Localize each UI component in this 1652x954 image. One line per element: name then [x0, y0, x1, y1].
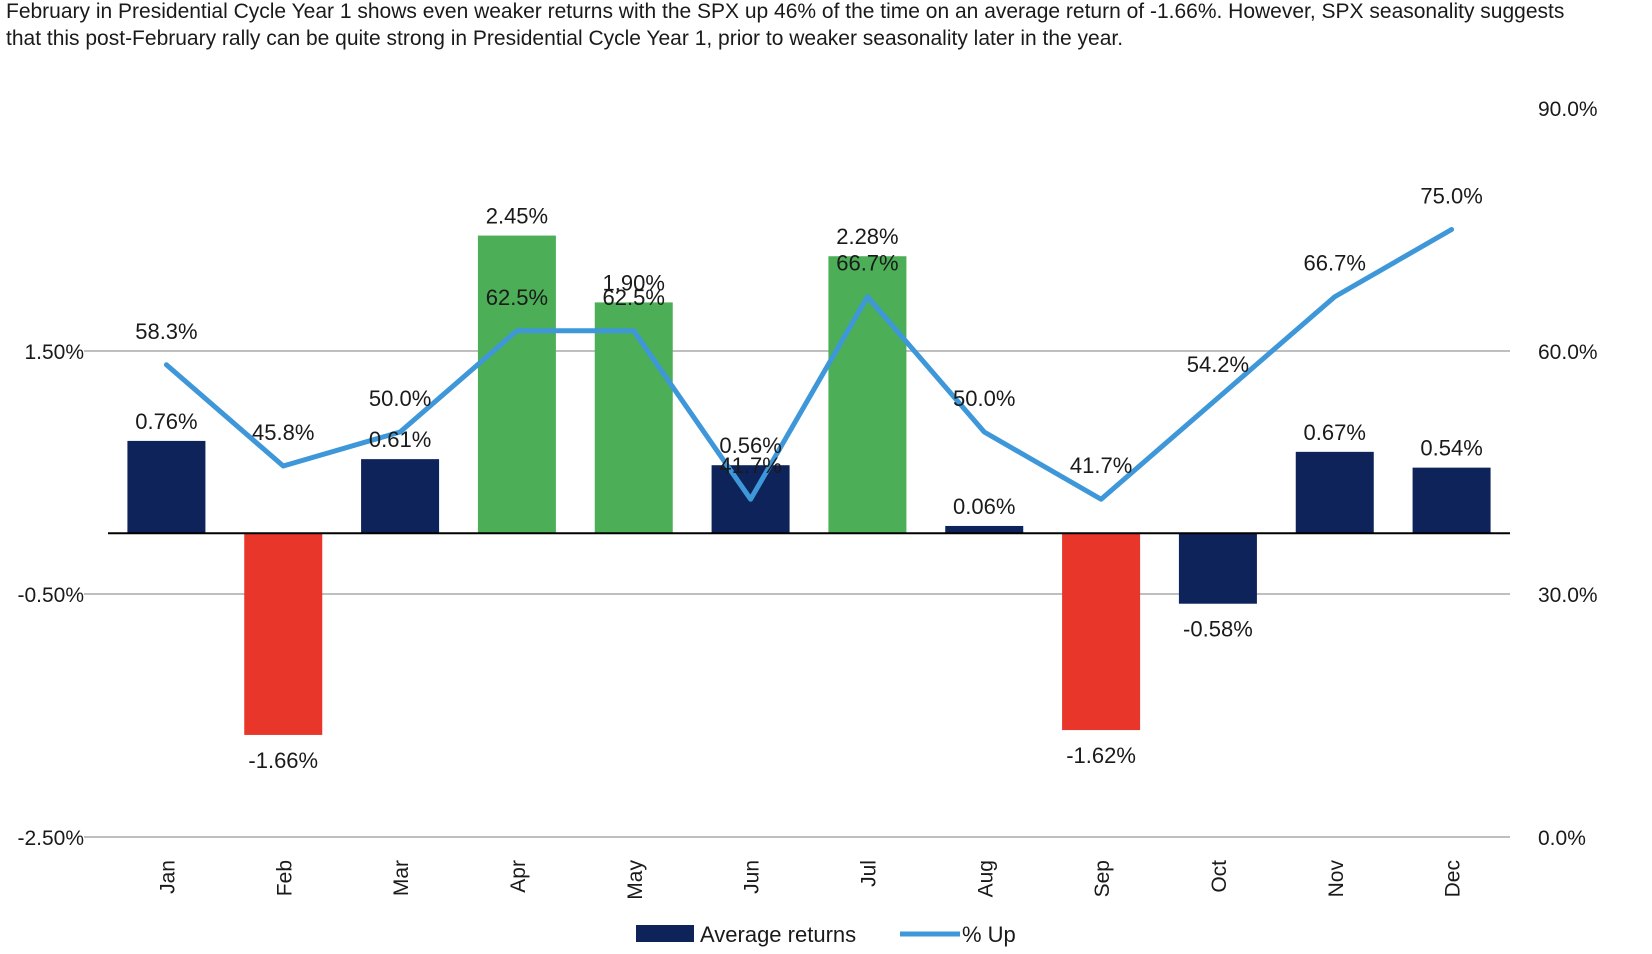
bar-label-aug: 0.06%	[953, 494, 1015, 519]
line-data-labels: 58.3% 45.8% 50.0% 62.5% 62.5% 41.7% 66.7% 50.0%…	[135, 184, 1483, 479]
bar-label-oct: -0.58%	[1183, 617, 1253, 642]
bar-label-jun: 0.56%	[719, 433, 781, 458]
bar-data-labels: 0.76% -1.66% 0.61% 2.45% 1.90% 0.56% 2.28% 0.06…	[135, 204, 1483, 773]
legend-swatch-average-returns	[636, 925, 694, 942]
legend: Average returns % Up	[636, 922, 1016, 947]
right-tick-label-1: 30.0%	[1538, 584, 1598, 607]
x-tick-label-feb: Feb	[273, 860, 296, 896]
caption-line-2: that this post-February rally can be qui…	[6, 27, 1124, 50]
legend-label-average-returns: Average returns	[700, 922, 856, 947]
line-label-may: 62.5%	[603, 285, 665, 310]
bar-label-may: 1.90%	[603, 270, 665, 295]
bar-label-feb: -1.66%	[248, 748, 318, 773]
right-tick-label-0: 0.0%	[1538, 827, 1586, 850]
left-axis: -2.50% -0.50% 1.50%	[17, 341, 84, 850]
line-label-nov: 66.7%	[1304, 251, 1366, 276]
line-label-dec: 75.0%	[1420, 184, 1482, 209]
bar-dec	[1412, 467, 1491, 534]
line-label-feb: 45.8%	[252, 420, 314, 445]
bar-nov	[1295, 451, 1374, 534]
x-tick-label-nov: Nov	[1325, 860, 1348, 898]
x-tick-label-oct: Oct	[1208, 860, 1231, 893]
bar-oct	[1178, 533, 1257, 604]
left-tick-label-1: -0.50%	[17, 584, 84, 607]
bar-label-apr: 2.45%	[486, 204, 548, 229]
bar-label-dec: 0.54%	[1420, 436, 1482, 461]
bar-may	[594, 302, 673, 534]
line-label-mar: 50.0%	[369, 386, 431, 411]
line-series-percent-up	[163, 227, 1455, 502]
x-tick-label-aug: Aug	[974, 860, 997, 897]
x-tick-label-may: May	[624, 860, 647, 900]
x-tick-label-apr: Apr	[507, 860, 530, 893]
right-axis: 0.0% 30.0% 60.0% 90.0%	[1538, 98, 1598, 850]
bar-label-mar: 0.61%	[369, 427, 431, 452]
left-tick-label-2: 1.50%	[24, 341, 84, 364]
x-tick-label-jan: Jan	[156, 860, 179, 894]
bar-label-sep: -1.62%	[1066, 743, 1136, 768]
bar-label-nov: 0.67%	[1304, 420, 1366, 445]
right-tick-label-3: 90.0%	[1538, 98, 1598, 121]
x-tick-label-mar: Mar	[390, 860, 413, 896]
bar-apr	[477, 235, 556, 534]
x-tick-label-dec: Dec	[1442, 860, 1465, 897]
line-label-sep: 41.7%	[1070, 453, 1132, 478]
line-label-jun: 41.7%	[719, 453, 781, 478]
x-tick-label-jun: Jun	[741, 860, 764, 894]
legend-label-percent-up: % Up	[962, 922, 1016, 947]
chart-caption: February in Presidential Cycle Year 1 sh…	[6, 0, 1626, 52]
x-axis: Jan Feb Mar Apr May Jun Jul Aug Sep Oct Nov Dec	[156, 860, 1464, 900]
left-tick-label-0: -2.50%	[17, 827, 84, 850]
line-label-apr: 62.5%	[486, 285, 548, 310]
bar-feb	[244, 533, 323, 735]
bar-jan	[127, 440, 206, 534]
bar-label-jul: 2.28%	[836, 224, 898, 249]
bar-mar	[361, 459, 440, 534]
bar-aug	[945, 525, 1024, 534]
percent-up-line	[163, 227, 1455, 502]
bar-jul	[828, 256, 907, 534]
line-label-jan: 58.3%	[135, 319, 197, 344]
line-label-oct: 54.2%	[1187, 352, 1249, 377]
line-label-aug: 50.0%	[953, 386, 1015, 411]
bar-series-average-returns	[127, 235, 1491, 735]
bar-label-jan: 0.76%	[135, 409, 197, 434]
x-tick-label-jul: Jul	[857, 860, 880, 887]
bar-sep	[1062, 533, 1141, 731]
line-label-jul: 66.7%	[836, 251, 898, 276]
x-tick-label-sep: Sep	[1091, 860, 1114, 897]
caption-line-1: February in Presidential Cycle Year 1 sh…	[6, 0, 1565, 23]
right-tick-label-2: 60.0%	[1538, 341, 1598, 364]
